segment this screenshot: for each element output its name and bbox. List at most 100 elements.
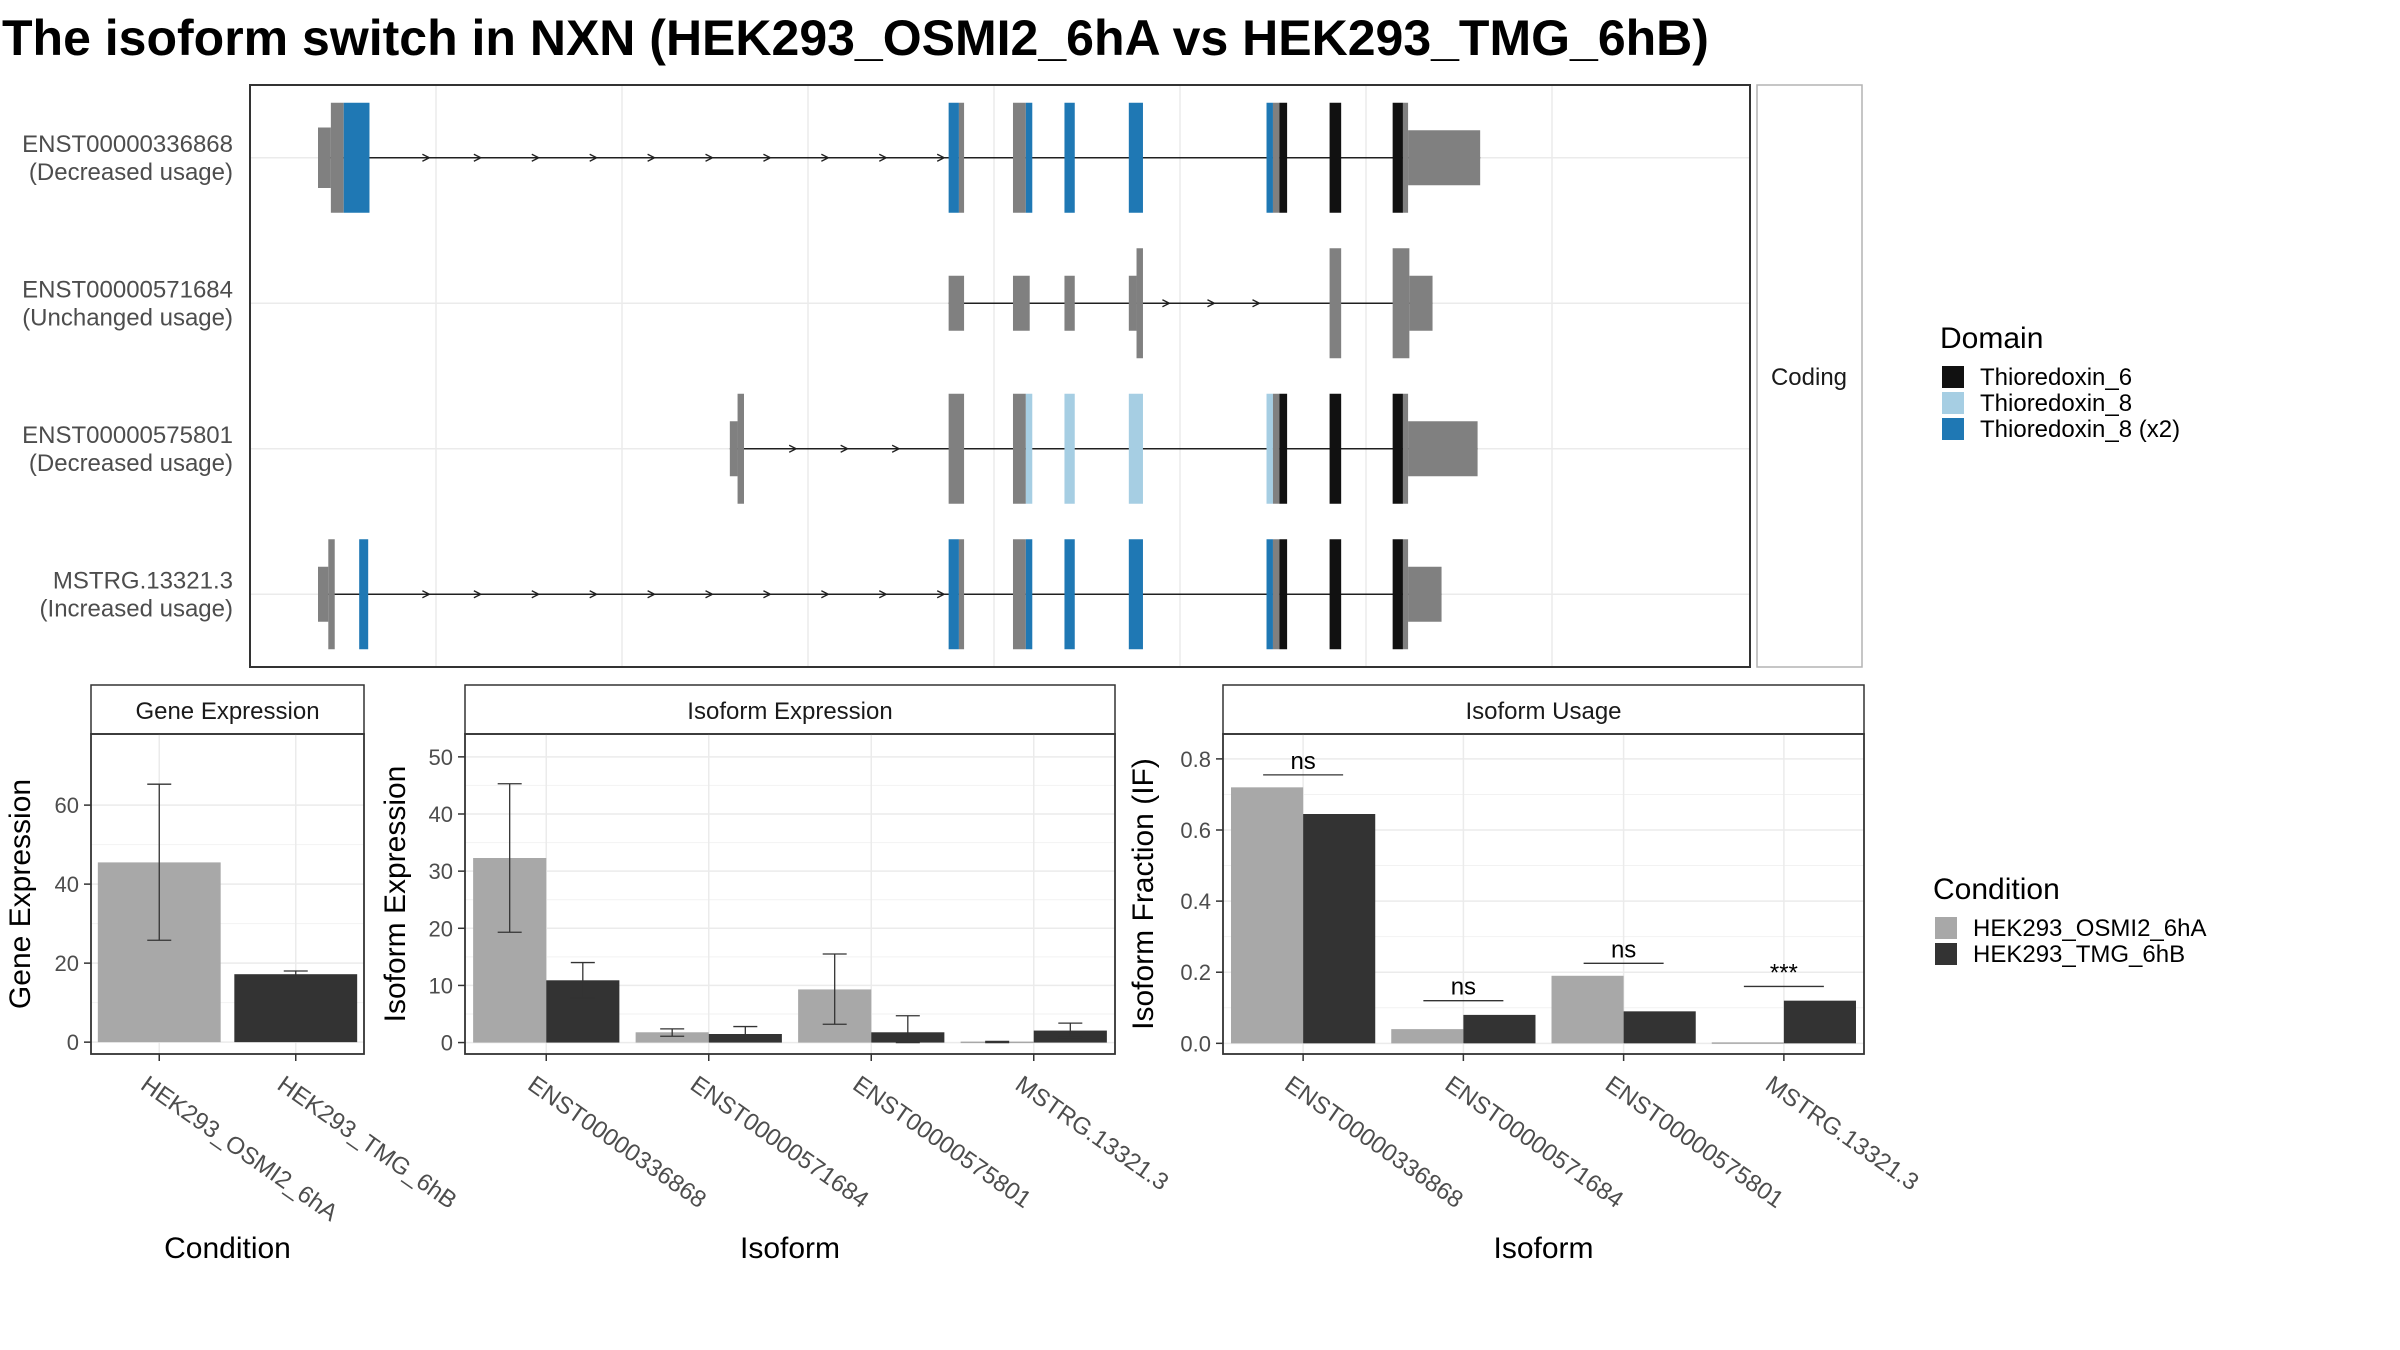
exon: [1329, 393, 1342, 504]
exon: [1409, 275, 1433, 331]
transcript-usage-label: (Unchanged usage): [22, 304, 233, 331]
bar: [1623, 1011, 1696, 1044]
legend-label: Thioredoxin_8 (x2): [1980, 416, 2180, 443]
transcript-id-label: ENST00000575801: [22, 422, 233, 449]
panel-strip-label: Gene Expression: [135, 698, 319, 725]
panel-border: [464, 733, 1116, 1055]
exon: [1392, 102, 1403, 213]
bar: [1231, 787, 1304, 1044]
bar: [1551, 975, 1624, 1044]
exon: [1279, 393, 1288, 504]
exon: [1329, 539, 1342, 650]
y-tick-label: 0.0: [1180, 1031, 1211, 1056]
y-axis-title: Isoform Expression: [379, 766, 412, 1023]
exon: [1272, 102, 1280, 213]
exon: [330, 102, 344, 213]
y-tick-label: 20: [55, 951, 79, 976]
exon: [1402, 539, 1409, 650]
bar: [635, 1032, 709, 1043]
facet-strip-label: Coding: [1771, 364, 1847, 391]
exon: [1064, 102, 1075, 213]
exon: [1279, 102, 1288, 213]
exon: [1025, 102, 1033, 213]
intron-arrow: [763, 153, 772, 162]
y-axis-title: Gene Expression: [4, 779, 37, 1009]
transcript-usage-label: (Decreased usage): [29, 159, 233, 186]
exon: [948, 102, 959, 213]
exon: [1329, 248, 1342, 359]
intron-arrow: [473, 590, 483, 599]
exon: [1392, 248, 1410, 359]
intron-arrow: [705, 153, 714, 162]
exon: [1266, 102, 1273, 213]
panel-strip-label: Isoform Expression: [687, 698, 892, 725]
significance-label: ns: [1611, 936, 1636, 963]
exon: [958, 539, 965, 650]
exon: [1012, 275, 1030, 331]
x-axis-title: Isoform: [1493, 1232, 1593, 1265]
exon: [1408, 130, 1481, 186]
exon: [328, 539, 335, 650]
exon: [1408, 421, 1478, 477]
transcript-usage-label: (Increased usage): [40, 595, 233, 622]
legend-key: [1935, 917, 1957, 939]
intron-arrow: [589, 153, 599, 162]
exon: [1266, 539, 1273, 650]
transcript-usage-label: (Decreased usage): [29, 450, 233, 477]
bar: [1711, 1042, 1784, 1044]
legend-label: HEK293_OSMI2_6hA: [1973, 915, 2206, 942]
facet-strip: [1756, 84, 1863, 668]
exon: [1025, 393, 1033, 504]
intron-arrow: [647, 590, 657, 599]
transcript-id-label: MSTRG.13321.3: [53, 567, 233, 594]
intron-arrow: [878, 590, 888, 599]
transcript-row: [318, 539, 1442, 650]
y-tick-label: 60: [55, 793, 79, 818]
intron-arrow: [936, 590, 946, 599]
legend-key: [1942, 392, 1964, 414]
panel-border: [90, 733, 365, 1055]
exon: [318, 566, 329, 622]
legend-title: Condition: [1933, 873, 2060, 906]
exon: [1128, 393, 1143, 504]
significance-label: ns: [1290, 748, 1315, 775]
panel-border: [1222, 733, 1865, 1055]
intron-arrow: [936, 153, 946, 162]
panel-strip-label: Isoform Usage: [1465, 698, 1621, 725]
transcript-row: [948, 248, 1433, 359]
significance-label: ns: [1451, 974, 1476, 1001]
intron-arrow: [531, 153, 541, 162]
panel-strip: [1222, 684, 1865, 735]
y-tick-label: 10: [429, 973, 453, 998]
exon: [1266, 393, 1273, 504]
intron-arrow: [821, 153, 830, 162]
y-tick-label: 0.6: [1180, 818, 1211, 843]
exon: [1279, 539, 1288, 650]
exon: [1402, 393, 1409, 504]
legend-key: [1935, 943, 1957, 965]
transcript-id-label: ENST00000571684: [22, 276, 233, 303]
bar: [1391, 1029, 1464, 1044]
bar: [1783, 1000, 1856, 1044]
exon: [1064, 539, 1075, 650]
intron-arrow: [788, 444, 798, 453]
y-tick-label: 0.8: [1180, 747, 1211, 772]
y-tick-label: 50: [429, 745, 453, 770]
exon: [1402, 102, 1409, 213]
bar: [234, 974, 358, 1043]
transcript-row: [729, 393, 1478, 504]
bar: [1303, 814, 1376, 1044]
exon: [1012, 102, 1026, 213]
exon: [1392, 539, 1403, 650]
exon: [1128, 102, 1143, 213]
domain-legend: Domain Thioredoxin_6Thioredoxin_8Thioredo…: [1940, 322, 2180, 443]
transcript-structure-panel: ENST00000336868(Decreased usage)ENST0000…: [22, 84, 1863, 668]
bar: [1463, 1014, 1536, 1044]
structure-panel-border: [249, 84, 1751, 668]
intron-arrow: [647, 153, 657, 162]
intron-arrow: [473, 153, 483, 162]
y-tick-label: 0: [67, 1030, 79, 1055]
legend-label: HEK293_TMG_6hB: [1973, 941, 2185, 968]
